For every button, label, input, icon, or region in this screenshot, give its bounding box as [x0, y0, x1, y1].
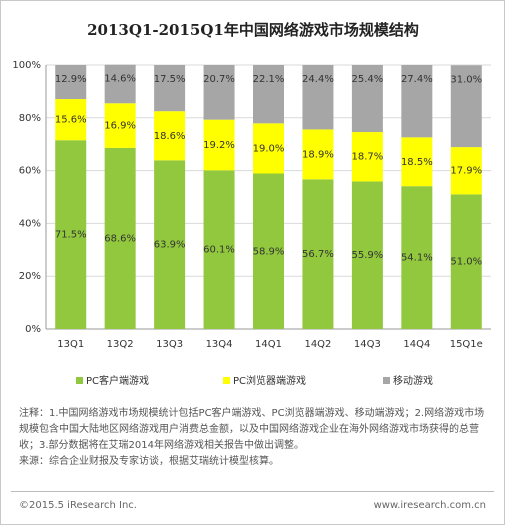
value-label: 18.6% [154, 131, 186, 142]
bar-segment [104, 147, 136, 329]
value-label: 19.0% [253, 143, 285, 154]
x-tick-label: 14Q3 [354, 339, 381, 350]
value-label: 16.9% [104, 121, 136, 132]
value-label: 17.9% [450, 166, 482, 177]
value-label: 56.7% [302, 249, 334, 260]
bar-segment [55, 65, 87, 100]
bar-segment [55, 99, 87, 141]
bar-segment [203, 170, 235, 329]
y-tick-label: 20% [19, 271, 41, 282]
value-label: 60.1% [203, 245, 235, 256]
bar-segment [302, 65, 334, 130]
value-label: 18.9% [302, 149, 334, 160]
legend-label: PC客户端游戏 [86, 374, 149, 387]
value-label: 54.1% [401, 253, 433, 264]
value-label: 20.7% [203, 74, 235, 85]
chart: 2013Q1-2015Q1年中国网络游戏市场规模结构 0% 20% 40% 60% 80… [12, 21, 491, 387]
copyright: ©2015.5 iResearch Inc. [19, 500, 137, 511]
value-label: 18.5% [401, 157, 433, 168]
value-label: 63.9% [154, 240, 186, 251]
bar-segment [450, 147, 482, 195]
x-tick-label: 13Q3 [156, 339, 183, 350]
bar-segment [253, 65, 284, 124]
legend-label: PC浏览器端游戏 [233, 374, 306, 387]
y-tick-label: 0% [25, 324, 41, 335]
bar-segment [104, 103, 136, 148]
bar-segment [203, 65, 235, 120]
value-label: 27.4% [401, 74, 433, 85]
bar-segment [351, 65, 383, 133]
bar-segment [351, 181, 383, 329]
value-label: 24.4% [302, 74, 334, 85]
legend-swatch [383, 377, 390, 384]
bar-segment [302, 179, 334, 329]
bar-segment [253, 173, 284, 329]
bar-segment [104, 64, 136, 104]
note: 注释：1.中国网络游戏市场规模统计包括PC客户端游戏、PC浏览器端游戏、移动端游… [19, 408, 485, 451]
value-label: 18.7% [351, 152, 383, 163]
x-tick-label: 14Q1 [255, 339, 282, 350]
value-label: 51.0% [450, 257, 482, 268]
x-tick-label: 14Q4 [403, 339, 430, 350]
source: 来源：综合企业财报及专家访谈，根据艾瑞统计模型核算。 [19, 456, 279, 467]
bar-segment [401, 137, 433, 187]
x-tick-label: 13Q4 [206, 339, 233, 350]
bar-segment [154, 160, 186, 329]
bar-segment [203, 119, 235, 171]
value-label: 14.6% [104, 74, 136, 85]
y-tick-label: 40% [19, 218, 41, 229]
bar-segment [154, 65, 186, 112]
bar-segment [450, 194, 482, 329]
bar-segment [401, 65, 433, 138]
y-tick-label: 60% [19, 166, 41, 177]
chart-title: 2013Q1-2015Q1年中国网络游戏市场规模结构 [87, 21, 419, 39]
y-tick-label: 100% [12, 60, 41, 71]
legend-label: 移动游戏 [393, 374, 433, 387]
x-tick-label: 13Q1 [57, 339, 84, 350]
bar-segment [55, 140, 87, 329]
x-tick-label: 13Q2 [107, 339, 134, 350]
value-label: 15.6% [55, 115, 87, 126]
bar-segment [253, 123, 284, 174]
legend-swatch [76, 377, 83, 384]
bar-segment [154, 111, 186, 161]
value-label: 58.9% [253, 246, 285, 257]
value-label: 25.4% [351, 74, 383, 85]
value-label: 22.1% [253, 74, 285, 85]
bar-segment [302, 129, 334, 180]
bar-segment [450, 65, 482, 148]
x-tick-label: 14Q2 [304, 339, 331, 350]
legend-swatch [223, 377, 230, 384]
value-label: 12.9% [55, 74, 87, 85]
value-label: 17.5% [154, 74, 186, 85]
value-label: 71.5% [55, 230, 87, 241]
value-label: 19.2% [203, 140, 235, 151]
bar-segment [351, 132, 383, 182]
x-tick-label: 15Q1e [450, 339, 483, 350]
divider [11, 491, 494, 492]
website: www.iresearch.com.cn [373, 500, 486, 511]
y-tick-label: 80% [19, 113, 41, 124]
bar-segment [401, 186, 433, 329]
value-label: 31.0% [450, 74, 482, 85]
value-label: 55.9% [351, 250, 383, 261]
value-label: 68.6% [104, 233, 136, 244]
